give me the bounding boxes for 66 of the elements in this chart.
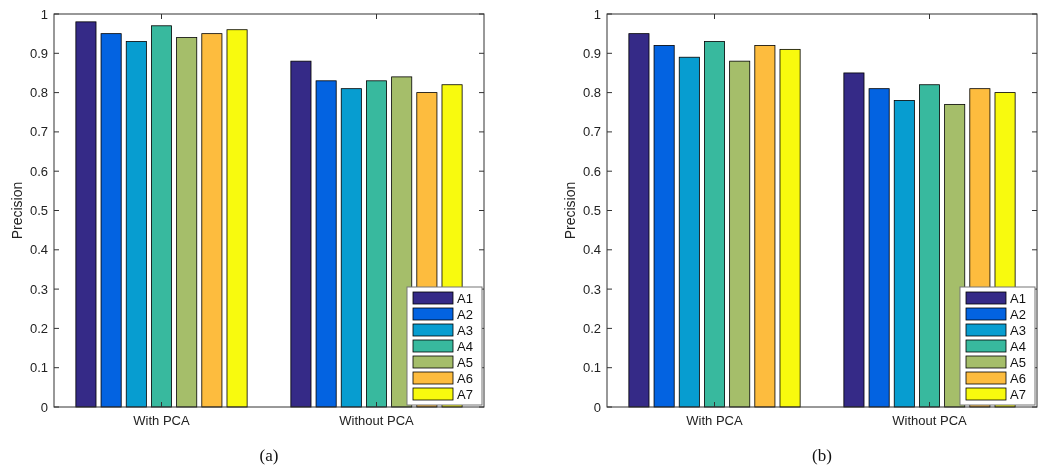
bar [290,60,312,408]
bar [893,100,915,408]
y-tick-label: 0.1 [582,360,601,376]
x-tick-label: Without PCA [339,413,415,428]
bar [125,41,147,408]
y-tick-label: 0.7 [29,124,48,140]
y-tick-label: 0.1 [29,360,48,376]
legend-label: A7 [457,386,473,402]
bar [729,60,751,408]
legend-label: A1 [457,290,473,306]
y-tick-label: 0 [40,399,48,415]
legend-label: A6 [1010,370,1026,386]
legend-label: A3 [1010,322,1026,338]
bar [704,41,725,408]
y-tick-label: 0.7 [582,124,601,140]
bar [653,45,675,408]
y-axis-title: Precision [562,181,578,240]
x-tick-label: With PCA [133,413,190,428]
x-tick-label: With PCA [686,413,743,428]
y-axis-title: Precision [9,181,25,240]
legend-label: A7 [1010,386,1026,402]
bar [754,45,776,408]
bar [628,33,650,408]
bar [678,56,700,408]
bar [151,25,172,408]
y-tick-label: 0.4 [582,242,601,258]
legend-label: A5 [457,354,473,370]
y-tick-label: 0.5 [29,203,48,219]
legend-label: A5 [1010,354,1026,370]
legend-label: A1 [1010,290,1026,306]
legend-label: A2 [457,306,473,322]
y-tick-label: 1 [40,6,48,22]
bar [779,48,801,408]
y-tick-label: 0.3 [582,281,601,297]
x-tick-label: Without PCA [892,413,968,428]
y-tick-label: 0.3 [29,281,48,297]
legend-label: A6 [457,370,473,386]
y-tick-label: 0.9 [29,45,48,61]
y-tick-label: 0.2 [582,320,601,336]
bar [100,33,122,408]
bar [843,72,865,408]
y-tick-label: 0.4 [29,242,48,258]
bar [340,88,362,408]
y-tick-label: 0.6 [29,163,48,179]
bar [919,84,940,408]
bar [176,37,198,408]
y-tick-label: 0 [593,399,601,415]
bar [315,80,337,408]
y-tick-label: 0.8 [29,85,48,101]
bar [75,21,97,408]
y-tick-label: 0.6 [582,163,601,179]
y-tick-label: 0.5 [582,203,601,219]
bar [868,88,890,408]
bar [226,29,248,408]
y-tick-label: 1 [593,6,601,22]
bar [366,80,387,408]
text: (a) [259,446,279,465]
legend-label: A4 [1010,338,1026,354]
text: (b) [812,446,832,465]
y-tick-label: 0.9 [582,45,601,61]
y-tick-label: 0.8 [582,85,601,101]
legend-label: A4 [457,338,473,354]
legend-label: A3 [457,322,473,338]
bar [201,33,223,408]
y-tick-label: 0.2 [29,320,48,336]
legend-label: A2 [1010,306,1026,322]
